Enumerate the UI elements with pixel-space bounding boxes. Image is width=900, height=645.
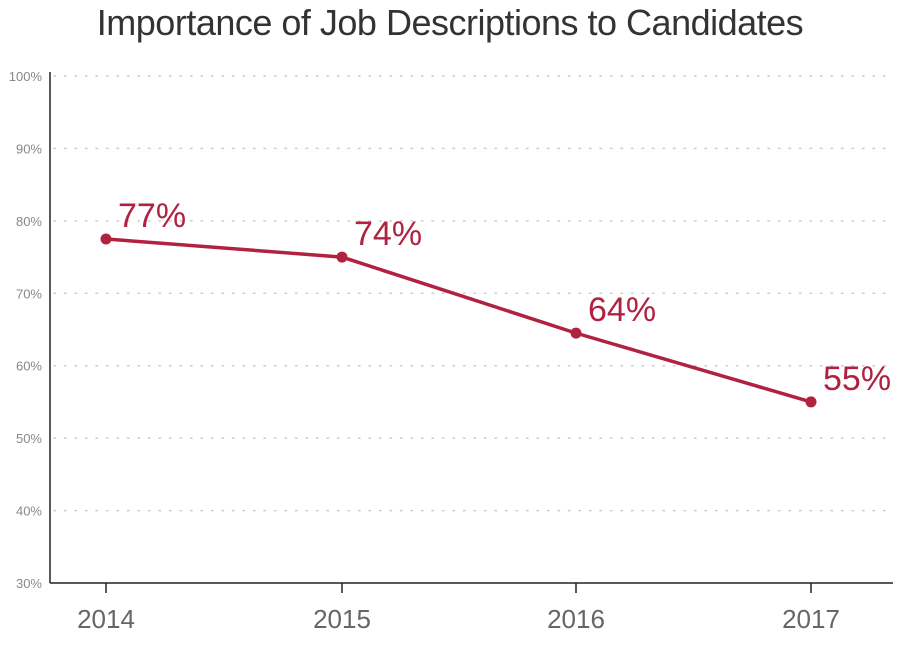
y-tick-label: 70%: [16, 286, 42, 301]
data-point: [570, 327, 582, 339]
y-tick-label: 30%: [16, 576, 42, 591]
y-tick-label: 90%: [16, 141, 42, 156]
x-tick-label: 2016: [547, 604, 605, 634]
y-tick-label: 40%: [16, 504, 42, 519]
x-tick-label: 2014: [77, 604, 135, 634]
y-tick-label: 60%: [16, 359, 42, 374]
y-tick-label: 50%: [16, 431, 42, 446]
data-point: [336, 251, 348, 263]
data-label: 74%: [354, 215, 422, 253]
y-tick-label: 80%: [16, 214, 42, 229]
y-tick-label: 100%: [9, 69, 43, 84]
data-point: [805, 396, 817, 408]
data-label: 55%: [823, 360, 891, 398]
x-tick-label: 2017: [782, 604, 840, 634]
data-label: 64%: [588, 291, 656, 329]
x-tick-label: 2015: [313, 604, 371, 634]
data-label: 77%: [118, 197, 186, 235]
chart-title: Importance of Job Descriptions to Candid…: [96, 2, 804, 43]
data-point: [100, 233, 112, 245]
series-line: [104, 237, 813, 404]
